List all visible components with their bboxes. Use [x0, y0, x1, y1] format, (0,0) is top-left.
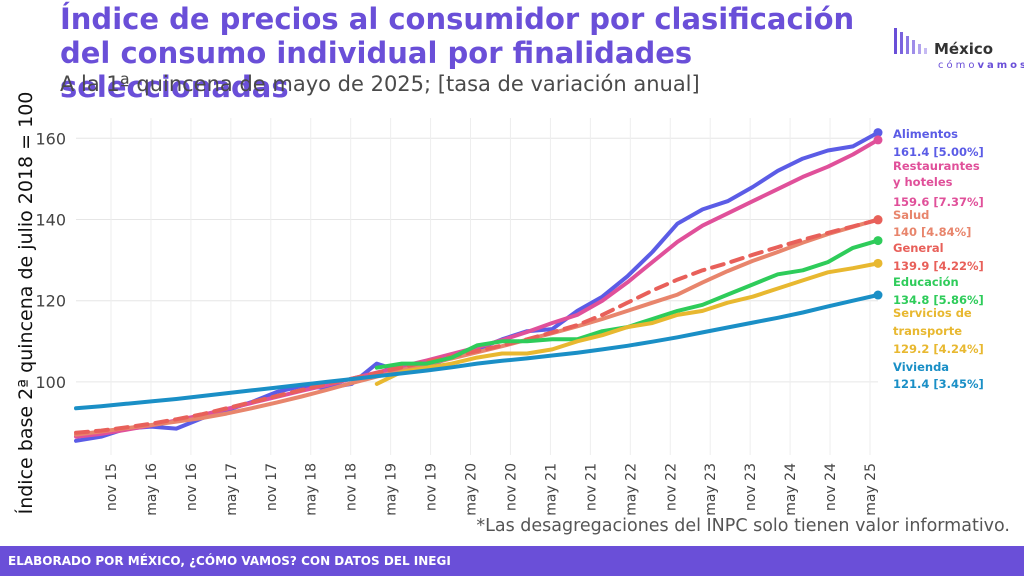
- x-tick-label: nov 23: [743, 463, 759, 511]
- series-name-label: Educación: [893, 275, 959, 289]
- x-tick-label: nov 22: [663, 463, 679, 511]
- x-tick-label: nov 24: [823, 463, 839, 511]
- x-tick-label: may 17: [224, 463, 240, 516]
- footer-bar: ELABORADO POR MÉXICO, ¿CÓMO VAMOS? CON D…: [0, 546, 1024, 576]
- y-axis-ticks: 100 120 140 160: [35, 129, 66, 392]
- page-subtitle: A la 1ª quincena de mayo de 2025; [tasa …: [60, 72, 700, 96]
- series-value-label: 159.6 [7.37%]: [893, 195, 984, 209]
- x-tick-label: may 22: [623, 463, 639, 516]
- x-tick-label: may 18: [304, 463, 320, 516]
- series-value-label: 121.4 [3.45%]: [893, 377, 984, 391]
- bar-logo-icon: [894, 28, 927, 54]
- x-tick-label: may 19: [384, 463, 400, 516]
- series-name-label: Servicios de: [893, 306, 972, 320]
- x-tick-label: nov 19: [424, 463, 440, 511]
- series-endpoint-5: [873, 258, 883, 268]
- x-axis-ticks: nov 15 may 16 nov 16 may 17 nov 17 may 18 nov …: [104, 463, 879, 516]
- x-tick-label: may 24: [783, 463, 799, 516]
- series-name-label: Alimentos: [893, 127, 958, 141]
- brand-logo: México cómovamos: [890, 26, 1024, 86]
- series-name-label: Salud: [893, 208, 929, 222]
- series-name-label: Vivienda: [893, 360, 949, 374]
- x-tick-label: nov 16: [184, 463, 200, 511]
- page-title: Índice de precios al consumidor por clas…: [60, 2, 855, 104]
- y-tick-label: 120: [35, 292, 66, 311]
- series-line-5: [374, 261, 880, 386]
- series-line-6: [74, 293, 880, 411]
- series-value-label: 134.8 [5.86%]: [893, 293, 984, 307]
- series-value-label: 139.9 [4.22%]: [893, 259, 984, 273]
- series-endpoint-3: [873, 215, 883, 225]
- logo-word: México: [934, 40, 994, 58]
- y-tick-label: 100: [35, 373, 66, 392]
- x-tick-label: may 23: [703, 463, 719, 516]
- footer-credit: ELABORADO POR MÉXICO, ¿CÓMO VAMOS? CON D…: [8, 554, 451, 568]
- footnote: *Las desagregaciones del INPC solo tiene…: [476, 516, 1010, 536]
- series-endpoint-0: [873, 128, 883, 138]
- series-name-label: y hoteles: [893, 175, 953, 189]
- x-tick-label: may 25: [863, 463, 879, 516]
- x-tick-label: nov 17: [264, 463, 280, 511]
- series-value-label: 161.4 [5.00%]: [893, 145, 984, 159]
- x-tick-label: nov 20: [503, 463, 519, 511]
- series-value-label: 140 [4.84%]: [893, 225, 971, 239]
- series-labels: Alimentos 161.4 [5.00%]Restaurantes y hote…: [893, 127, 984, 391]
- series-lines: [74, 128, 883, 443]
- series-endpoint-4: [873, 236, 883, 246]
- series-endpoint-6: [873, 290, 883, 300]
- logo-tagline: cómovamos: [938, 60, 1024, 71]
- series-value-label: 129.2 [4.24%]: [893, 342, 984, 356]
- x-tick-label: may 21: [543, 463, 559, 516]
- y-tick-label: 140: [35, 211, 66, 230]
- series-endpoint-1: [873, 135, 883, 145]
- x-tick-label: nov 18: [344, 463, 360, 511]
- chart-grid: [76, 118, 878, 455]
- series-name-label: transporte: [893, 324, 962, 338]
- x-tick-label: nov 15: [104, 463, 120, 511]
- x-tick-label: may 16: [144, 463, 160, 516]
- series-name-label: Restaurantes: [893, 159, 980, 173]
- series-line-0: [74, 130, 880, 443]
- x-tick-label: may 20: [464, 463, 480, 516]
- series-name-label: General: [893, 241, 944, 255]
- x-tick-label: nov 21: [583, 463, 599, 511]
- y-tick-label: 160: [35, 129, 66, 148]
- series-line-3: [74, 217, 880, 435]
